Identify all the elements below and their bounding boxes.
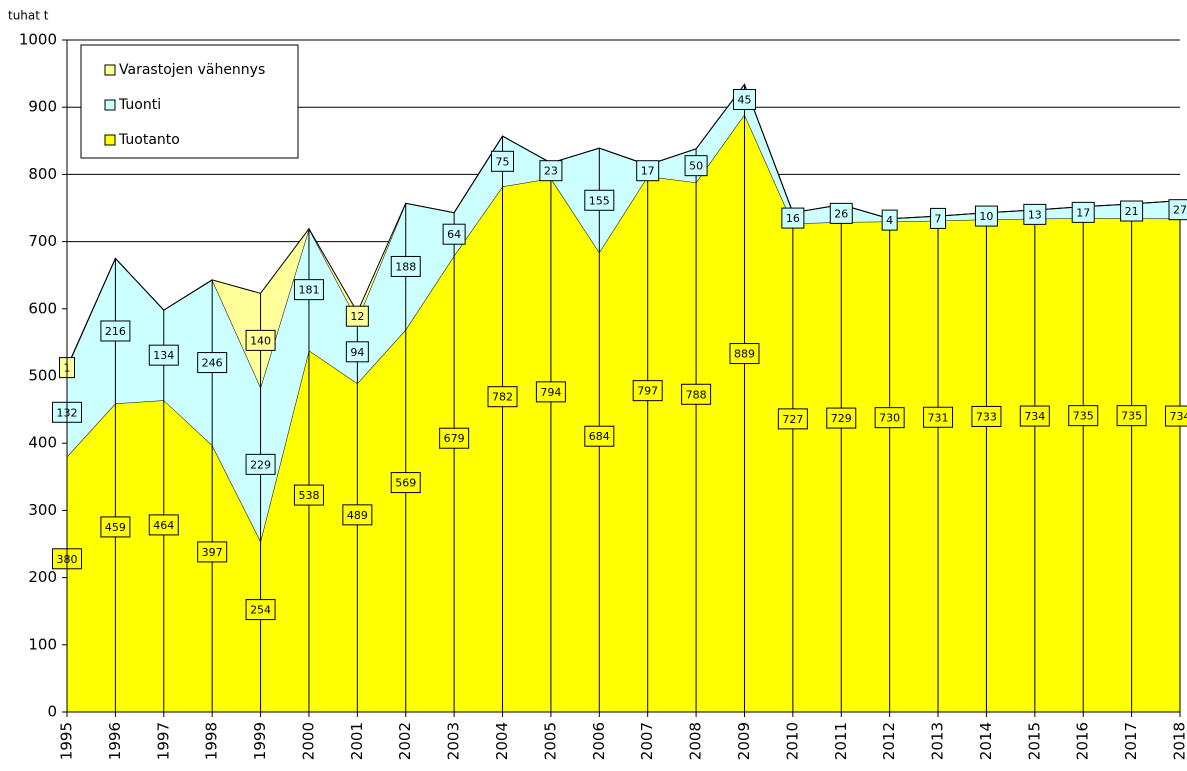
data-label: 797 (637, 385, 658, 398)
data-label: 94 (350, 346, 364, 359)
data-label: 21 (1125, 205, 1139, 218)
y-tick-label: 600 (28, 299, 57, 317)
x-tick-label: 2012 (880, 722, 898, 760)
data-label: 23 (544, 165, 558, 178)
data-label: 464 (153, 519, 174, 532)
x-tick-label: 1998 (203, 722, 221, 760)
data-label: 188 (395, 260, 416, 273)
data-label: 731 (928, 411, 949, 424)
data-label: 7 (935, 212, 942, 225)
data-label: 13 (1028, 208, 1042, 221)
legend-swatch (105, 135, 115, 145)
data-label: 794 (540, 386, 561, 399)
data-label: 75 (496, 155, 510, 168)
data-label: 64 (447, 228, 461, 241)
data-label: 10 (979, 210, 993, 223)
data-label: 45 (737, 93, 751, 106)
data-label: 729 (831, 412, 852, 425)
x-tick-label: 2009 (735, 722, 753, 760)
y-tick-label: 300 (28, 501, 57, 519)
x-tick-label: 2011 (832, 722, 850, 760)
data-label: 134 (153, 349, 174, 362)
y-tick-label: 900 (28, 98, 57, 116)
x-tick-label: 2017 (1122, 722, 1140, 760)
data-label: 4 (886, 214, 893, 227)
x-tick-label: 2005 (541, 722, 559, 760)
x-tick-label: 2006 (590, 722, 608, 760)
data-label: 734 (1024, 410, 1045, 423)
x-tick-label: 2018 (1171, 722, 1187, 760)
data-label: 489 (347, 509, 368, 522)
data-label: 733 (976, 410, 997, 423)
data-label: 459 (105, 521, 126, 534)
x-tick-label: 2010 (783, 722, 801, 760)
x-tick-label: 1999 (251, 722, 269, 760)
legend-label: Tuonti (118, 97, 161, 113)
x-tick-label: 2002 (396, 722, 414, 760)
legend-label: Varastojen vähennys (119, 62, 265, 78)
x-tick-label: 2004 (493, 722, 511, 760)
data-label: 229 (250, 458, 271, 471)
x-tick-label: 2015 (1025, 722, 1043, 760)
y-tick-label: 1000 (19, 31, 57, 49)
data-label: 17 (641, 165, 655, 178)
x-tick-label: 2007 (638, 722, 656, 760)
data-label: 735 (1073, 410, 1094, 423)
data-label: 569 (395, 477, 416, 490)
x-tick-label: 2016 (1074, 722, 1092, 760)
data-label: 140 (250, 334, 271, 347)
x-tick-label: 2014 (977, 722, 995, 760)
y-tick-label: 100 (28, 635, 57, 653)
data-label: 181 (298, 284, 319, 297)
data-label: 26 (834, 207, 848, 220)
x-tick-label: 2013 (929, 722, 947, 760)
x-tick-label: 2000 (299, 722, 317, 760)
legend-label: Tuotanto (118, 132, 180, 148)
data-label: 679 (444, 432, 465, 445)
data-label: 538 (298, 489, 319, 502)
data-label: 889 (734, 348, 755, 361)
y-tick-label: 0 (47, 703, 57, 721)
data-label: 734 (1170, 410, 1187, 423)
y-tick-label: 500 (28, 367, 57, 385)
x-tick-label: 2001 (348, 722, 366, 760)
data-label: 735 (1121, 410, 1142, 423)
x-tick-label: 2003 (445, 722, 463, 760)
data-label: 246 (202, 357, 223, 370)
data-label: 17 (1076, 206, 1090, 219)
y-tick-label: 700 (28, 232, 57, 250)
data-label: 254 (250, 604, 271, 617)
data-label: 16 (786, 212, 800, 225)
data-label: 216 (105, 325, 126, 338)
y-axis-label: tuhat t (8, 9, 49, 23)
data-label: 397 (202, 546, 223, 559)
data-label: 27 (1173, 204, 1187, 217)
data-label: 12 (350, 310, 364, 323)
data-label: 727 (782, 413, 803, 426)
data-label: 50 (689, 160, 703, 173)
x-tick-label: 1996 (106, 722, 124, 760)
y-tick-label: 800 (28, 165, 57, 183)
data-label: 155 (589, 194, 610, 207)
data-label: 684 (589, 430, 610, 443)
data-label: 788 (686, 388, 707, 401)
legend-swatch (105, 65, 115, 75)
x-tick-label: 2008 (687, 722, 705, 760)
data-label: 782 (492, 391, 513, 404)
y-tick-label: 400 (28, 434, 57, 452)
data-label: 730 (879, 412, 900, 425)
legend-swatch (105, 100, 115, 110)
x-tick-label: 1995 (58, 722, 76, 760)
y-tick-label: 200 (28, 568, 57, 586)
x-tick-label: 1997 (154, 722, 172, 760)
